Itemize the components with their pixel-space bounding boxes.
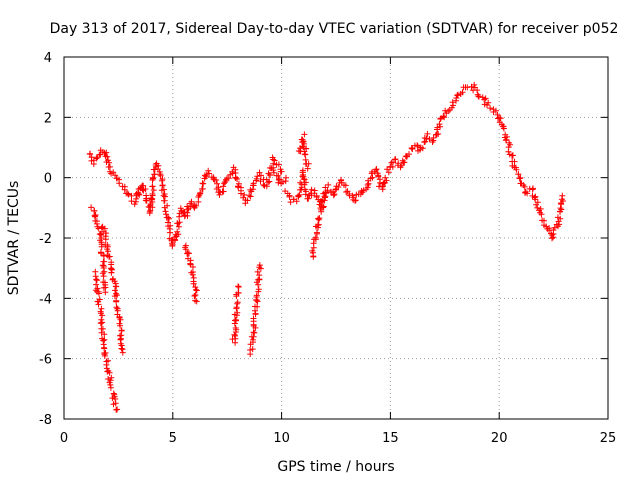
- y-tick-label: -2: [39, 232, 52, 247]
- y-tick-label: 2: [44, 111, 52, 126]
- y-tick-label: 0: [44, 172, 52, 187]
- x-tick-label: 15: [382, 431, 399, 446]
- x-axis-label: GPS time / hours: [277, 459, 394, 475]
- grid-lines: [64, 57, 608, 419]
- y-tick-labels: -8 -6 -4 -2 0 2 4: [39, 51, 52, 428]
- y-tick-label: -8: [39, 413, 52, 428]
- x-tick-label: 25: [600, 431, 617, 446]
- y-axis-label: SDTVAR / TECUs: [6, 181, 22, 296]
- x-tick-label: 5: [169, 431, 177, 446]
- data-points: [86, 81, 566, 413]
- y-tick-label: -6: [39, 353, 52, 368]
- x-tick-labels: 0 5 10 15 20 25: [60, 431, 616, 446]
- x-tick-label: 20: [491, 431, 508, 446]
- scatter-markers: [86, 81, 566, 413]
- axis-ticks: [63, 56, 609, 420]
- x-tick-label: 10: [273, 431, 290, 446]
- y-tick-label: 4: [44, 51, 52, 66]
- y-tick-label: -4: [39, 292, 52, 307]
- x-tick-label: 0: [60, 431, 68, 446]
- chart-title: Day 313 of 2017, Sidereal Day-to-day VTE…: [50, 21, 619, 37]
